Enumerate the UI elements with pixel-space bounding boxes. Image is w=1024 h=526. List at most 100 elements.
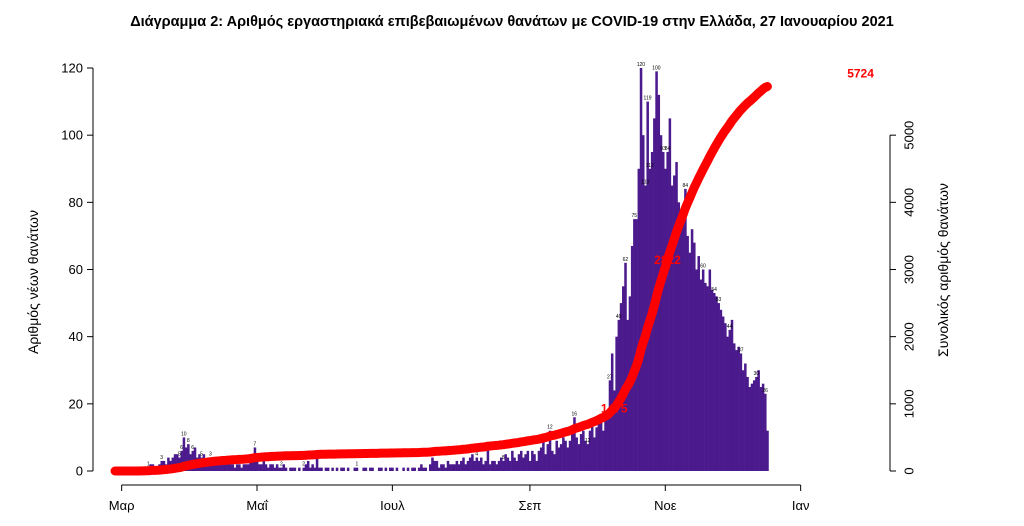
bar-day-244	[655, 71, 658, 472]
bar-day-206	[570, 434, 574, 471]
bar-day-86	[304, 464, 308, 471]
cumulative-deaths-line	[110, 82, 772, 476]
bar-day-30	[180, 450, 183, 471]
bar-label-37: 26	[762, 388, 768, 394]
bar-day-83	[298, 467, 301, 471]
bar-day-180	[513, 457, 516, 471]
bar-day-47	[218, 464, 221, 471]
bar-day-165	[480, 457, 483, 471]
bar-day-54	[233, 467, 237, 471]
bar-day-216	[593, 437, 596, 471]
bar-day-277	[728, 329, 732, 471]
bar-day-263	[697, 256, 700, 471]
y-tick-label-4: 80	[69, 195, 83, 210]
y2-axis-label: Συνολικός αριθμός θανάτων	[935, 183, 951, 357]
bar-day-147	[440, 464, 443, 471]
bar-day-161	[471, 454, 474, 471]
bar-day-264	[699, 279, 703, 471]
bar-day-251	[670, 185, 674, 472]
bar-day-120	[380, 467, 383, 471]
bar-day-280	[735, 350, 738, 471]
cumulative-label-2: 5724	[847, 67, 874, 81]
bar-day-212	[584, 440, 587, 471]
bar-label-0: 1	[147, 462, 150, 468]
bar-day-218	[597, 423, 601, 471]
bar-day-155	[457, 464, 461, 471]
bar-label-4: 10	[181, 431, 187, 437]
bar-day-132	[406, 467, 410, 471]
bar-day-168	[486, 444, 490, 471]
bar-day-134	[411, 467, 414, 471]
y-tick-label-6: 120	[61, 61, 83, 76]
bar-day-109	[355, 467, 359, 471]
bar-day-228	[619, 303, 623, 471]
bar-day-135	[413, 467, 416, 471]
bar-label-32: 54	[711, 287, 717, 293]
bar-day-77	[284, 467, 288, 471]
bar-day-66	[260, 464, 263, 471]
bar-day-140	[424, 467, 428, 471]
bar-day-93	[320, 467, 323, 471]
y-tick-label-1: 20	[69, 396, 83, 411]
bar-day-46	[215, 460, 219, 471]
bar-day-87	[306, 460, 310, 471]
bar-day-98	[331, 467, 334, 471]
bar-day-225	[613, 390, 616, 471]
bar-day-269	[710, 289, 714, 471]
bar-day-80	[291, 467, 294, 471]
bar-day-213	[586, 444, 590, 471]
bar-day-152	[451, 464, 454, 471]
bar-day-202	[562, 437, 565, 471]
y-tick-label-5: 100	[61, 128, 83, 143]
bar-day-92	[318, 467, 321, 471]
bar-day-57	[240, 467, 243, 471]
bar-day-175	[502, 460, 505, 471]
chart-title: Διάγραμμα 2: Αριθμός εργαστηριακά επιβεβ…	[130, 14, 894, 30]
bar-day-188	[531, 450, 534, 471]
bar-day-62	[251, 457, 254, 471]
y2-tick-label-0: 0	[901, 467, 916, 474]
bar-day-32	[184, 447, 188, 471]
bar-label-26: 112	[646, 163, 654, 169]
bar-label-8: 3	[209, 452, 212, 458]
bar-day-116	[371, 467, 374, 471]
bar-day-142	[428, 464, 432, 471]
bar-day-234	[633, 219, 636, 472]
bar-day-276	[726, 336, 729, 471]
bar-day-184	[522, 457, 525, 471]
bar-day-278	[730, 319, 734, 472]
bar-day-221	[604, 417, 607, 471]
bar-day-50	[224, 464, 228, 471]
bar-day-124	[389, 467, 392, 471]
bar-day-187	[528, 460, 532, 471]
bar-label-16: 16	[572, 411, 578, 417]
bar-day-238	[642, 135, 645, 472]
bar-day-52	[229, 464, 232, 471]
x-tick-label-4: Νοε	[654, 498, 677, 513]
bar-day-163	[475, 457, 479, 471]
bar-day-100	[335, 467, 339, 471]
x-tick-label-2: Ιουλ	[380, 498, 405, 513]
bar-day-89	[311, 464, 314, 471]
bar-day-27	[173, 454, 177, 471]
bar-day-105	[346, 467, 350, 471]
bar-day-189	[533, 454, 536, 471]
bar-day-148	[442, 464, 445, 471]
bar-day-162	[473, 460, 476, 471]
bar-day-171	[493, 460, 496, 471]
bar-day-190	[535, 460, 539, 471]
bar-day-281	[737, 346, 740, 471]
bar-day-96	[326, 467, 330, 471]
bar-day-67	[262, 460, 266, 471]
bar-day-286	[748, 387, 752, 471]
cumulative-label-0: 1475	[601, 401, 628, 415]
bar-day-191	[537, 450, 541, 471]
bar-day-151	[448, 464, 452, 471]
bar-day-237	[639, 68, 643, 471]
bar-day-220	[602, 430, 605, 471]
bar-day-183	[519, 450, 523, 471]
bar-day-167	[484, 460, 487, 471]
bar-day-292	[761, 383, 765, 471]
bar-day-74	[278, 467, 281, 471]
